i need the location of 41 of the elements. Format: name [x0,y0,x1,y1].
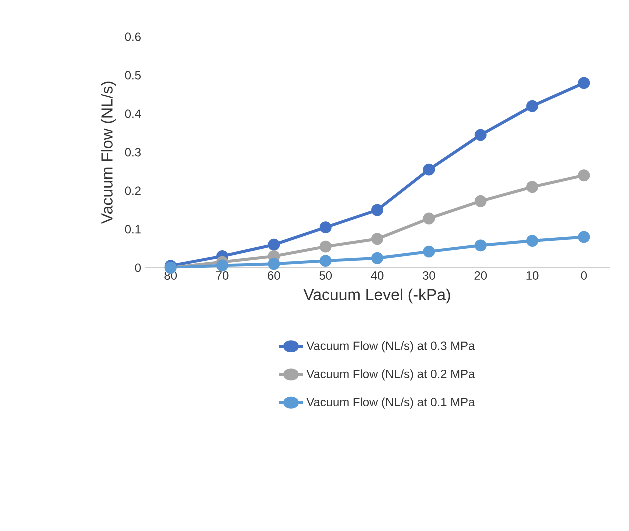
point [526,235,538,248]
legend-label: Vacuum Flow (NL/s) at 0.3 MPa [306,341,476,353]
x-tick-label: 30 [422,272,436,280]
point [474,195,487,208]
y-tick-label: 0.4 [125,110,142,118]
point [268,258,280,270]
point [578,231,590,244]
x-tick-label: 50 [320,272,332,280]
y-tick-label: 0.5 [125,71,141,80]
point [423,212,436,225]
point [372,252,384,264]
point [578,170,590,182]
point [268,238,280,251]
point [320,222,332,234]
point [216,260,228,272]
x-tick-label: 40 [371,272,384,280]
y-tick-label: 0.3 [125,148,141,157]
x-tick-label: 20 [474,272,488,280]
point [526,100,538,112]
x-tick-label: 0 [581,272,588,280]
point [526,181,538,194]
y-tick-label: 0.1 [125,225,141,234]
x-tick-label: 70 [216,272,229,280]
x-tick-label: 60 [268,272,280,280]
point [474,129,487,142]
point [423,164,436,176]
point [372,233,384,246]
legend-label: Vacuum Flow (NL/s) at 0.1 MPa [306,398,476,409]
x-tick-label: 10 [526,272,539,280]
point [474,240,487,252]
point [578,77,590,90]
point [372,204,384,216]
x-axis-title: Vacuum Level (-kPa) [304,288,450,304]
y-axis-title: Vacuum Flow (NL/s) [101,82,116,224]
y-tick-label: 0.6 [125,32,141,42]
y-tick-label: 0 [135,264,142,272]
y-tick-label: 0.2 [125,186,141,196]
legend-label: Vacuum Flow (NL/s) at 0.2 MPa [306,370,476,381]
point [423,246,436,258]
point [320,255,332,268]
point [320,240,332,253]
